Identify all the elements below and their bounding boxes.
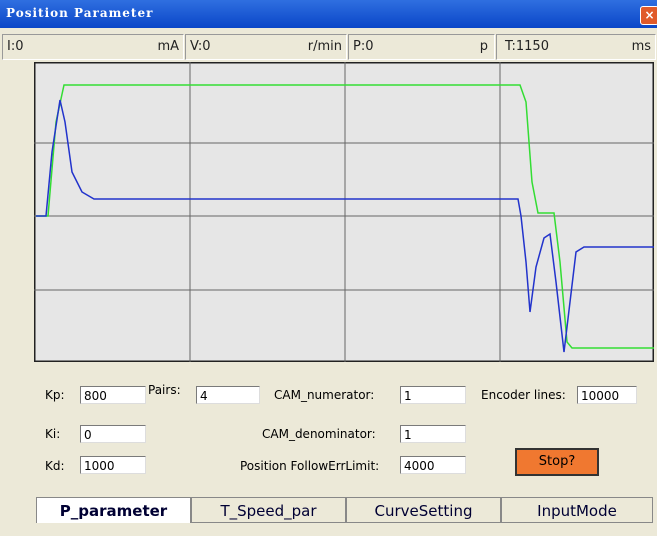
field-label: CAM_numerator: — [274, 388, 375, 402]
text-input[interactable]: 10000 — [577, 386, 637, 404]
text-input[interactable]: 4 — [196, 386, 260, 404]
status-text: V:0 — [190, 39, 211, 54]
text-input[interactable]: 0 — [80, 425, 146, 443]
plot — [34, 62, 654, 362]
tab[interactable]: CurveSetting — [346, 497, 501, 523]
status-cell: V:0 r/min — [185, 34, 347, 60]
status-cell: P:0 p — [348, 34, 495, 60]
text-input[interactable]: 800 — [80, 386, 146, 404]
field-label: Kd: — [45, 459, 65, 473]
status-text: I:0 — [7, 39, 24, 54]
plot-frame — [34, 62, 654, 362]
blue-curve — [36, 99, 654, 353]
status-unit: p — [479, 39, 488, 54]
status-cell: T:1150 ms — [496, 34, 656, 60]
status-unit: mA — [157, 39, 179, 54]
text-input[interactable]: 1000 — [80, 456, 146, 474]
text-input[interactable]: 1 — [400, 425, 466, 443]
status-text: P:0 — [353, 39, 374, 54]
field-label: Position FollowErrLimit: — [240, 459, 380, 473]
text-input[interactable]: 1 — [400, 386, 466, 404]
title-bar — [0, 0, 657, 28]
status-unit: r/min — [307, 39, 342, 54]
status-unit: ms — [631, 39, 651, 54]
text-input[interactable]: 4000 — [400, 456, 466, 474]
stop-button[interactable]: Stop? — [515, 448, 599, 476]
status-text: T:1150 — [505, 39, 549, 54]
status-cell: I:0 mA — [2, 34, 184, 60]
field-label: Ki: — [45, 427, 61, 441]
field-label: Encoder lines: — [481, 388, 566, 402]
tab[interactable]: P_parameter — [36, 497, 191, 523]
tab[interactable]: InputMode — [501, 497, 653, 523]
window-title: Position Parameter — [6, 6, 154, 20]
field-label: CAM_denominator: — [262, 427, 376, 441]
close-button[interactable]: × — [640, 6, 657, 25]
tab[interactable]: T_Speed_par — [191, 497, 346, 523]
grid — [34, 62, 654, 362]
field-label: Pairs: — [148, 383, 181, 397]
field-label: Kp: — [45, 388, 65, 402]
